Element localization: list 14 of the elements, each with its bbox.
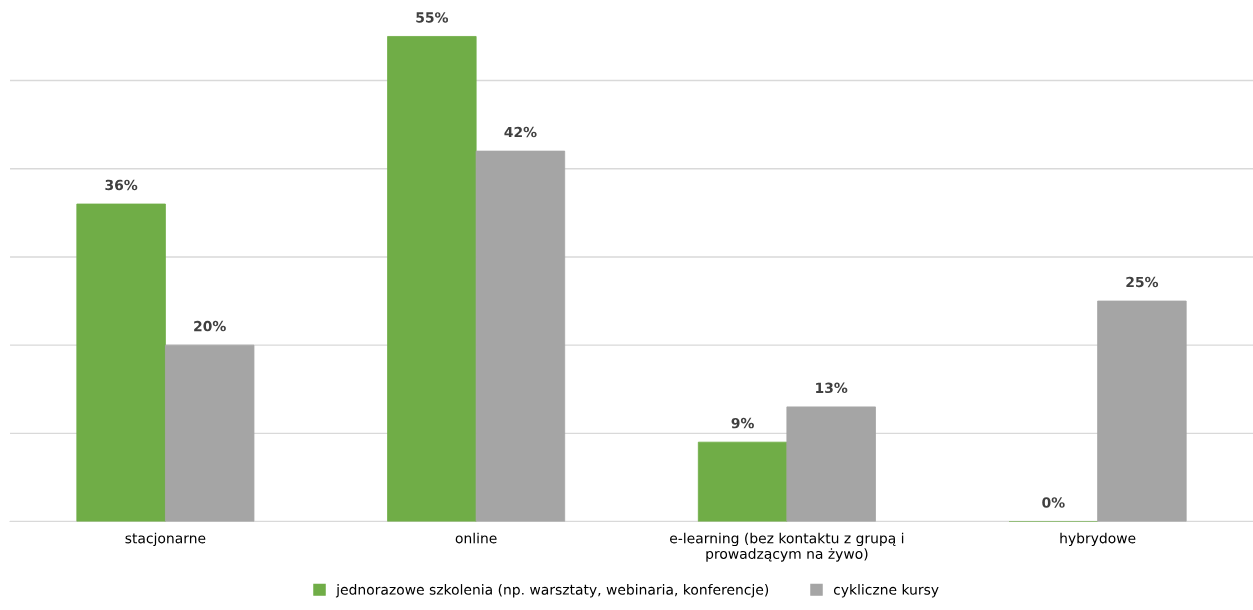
data-label: 9%: [731, 417, 754, 429]
data-label: 13%: [816, 382, 848, 394]
x-tick-label: online: [455, 532, 497, 544]
legend-label: cykliczne kursy: [833, 584, 939, 598]
data-label: 25%: [1126, 276, 1159, 288]
legend-label: jednorazowe szkolenia (np. warsztaty, webinaria, konferencje): [335, 584, 769, 598]
data-label: 36%: [105, 179, 138, 191]
data-label: 0%: [1042, 497, 1065, 508]
x-tick-label: stacjonarne: [125, 532, 206, 547]
data-label: 20%: [194, 320, 226, 332]
x-tick-label: hybrydowe: [1060, 532, 1136, 547]
x-tick-label: e-learning (bez kontaktu z grupą i prowadzącym na żywo): [670, 532, 904, 562]
data-label: 55%: [416, 12, 449, 23]
data-label: 42%: [504, 126, 537, 138]
